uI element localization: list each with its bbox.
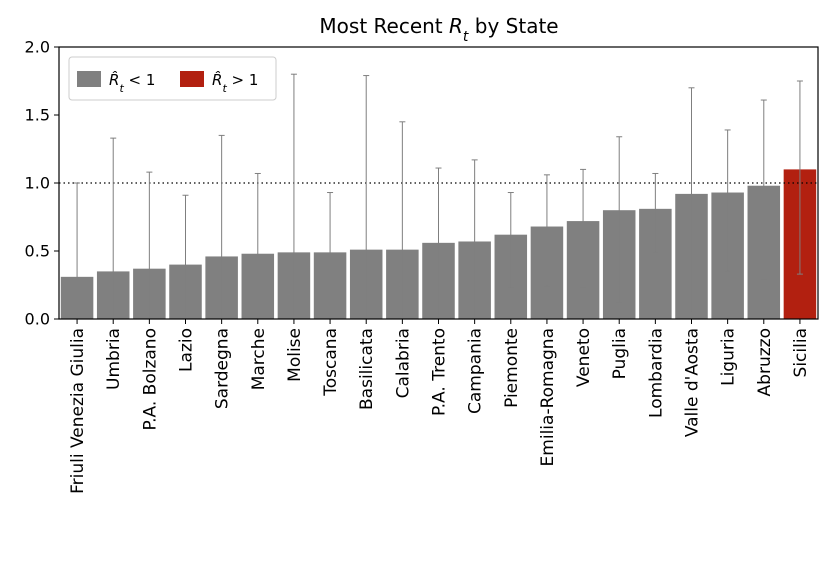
x-tick-label: Friuli Venezia Giulia	[68, 328, 88, 494]
y-tick-label: 1.0	[25, 174, 50, 193]
x-tick-label: Basilicata	[357, 328, 377, 410]
x-tick-label: Campania	[466, 328, 486, 414]
errorbar-21	[796, 80, 803, 275]
legend-label-2: R̂t > 1	[212, 70, 258, 94]
x-tick-label: Lombardia	[646, 328, 666, 418]
x-tick-label: Marche	[249, 328, 269, 390]
legend: R̂t < 1 R̂t > 1	[68, 56, 277, 101]
x-tick-label: P.A. Trento	[430, 328, 450, 416]
y-tick-label: 0.5	[25, 242, 50, 261]
legend-swatch-1	[77, 71, 101, 87]
x-tick-label: Molise	[285, 328, 305, 382]
x-tick-label: Piemonte	[502, 328, 522, 408]
x-tick-label: P.A. Bolzano	[140, 328, 160, 430]
x-tick-label: Sardegna	[213, 328, 233, 409]
legend-label-1: R̂t < 1	[109, 70, 155, 94]
x-tick-label: Calabria	[393, 328, 413, 398]
errorbar-16	[616, 136, 623, 304]
x-tick-label: Veneto	[574, 328, 594, 387]
errorbar-17	[652, 172, 659, 253]
errorbar-12	[471, 159, 478, 319]
errorbar-19	[724, 129, 731, 272]
y-tick-label: 2.0	[25, 38, 50, 57]
legend-box	[68, 56, 277, 101]
x-tick-label: Emilia-Romagna	[538, 328, 558, 466]
x-tick-label: Toscana	[321, 328, 341, 397]
chart-title: Most Recent Rt by State	[319, 14, 558, 45]
x-tick-label: Puglia	[610, 328, 630, 379]
y-tick-label: 0.0	[25, 310, 50, 329]
errorbar-14	[543, 174, 550, 287]
errorbar-13	[507, 192, 514, 289]
errorbar-18	[688, 87, 695, 313]
x-tick-label: Liguria	[719, 328, 739, 386]
x-tick-label: Lazio	[177, 328, 197, 372]
x-tick-label: Abruzzo	[755, 328, 775, 396]
x-tick-label: Sicilia	[791, 328, 811, 377]
y-tick-label: 1.5	[25, 106, 50, 125]
x-tick-label: Umbria	[104, 328, 124, 390]
legend-swatch-2	[180, 71, 204, 87]
errorbar-20	[760, 99, 767, 281]
x-tick-label: Valle d'Aosta	[683, 328, 703, 437]
errorbar-15	[580, 168, 587, 289]
